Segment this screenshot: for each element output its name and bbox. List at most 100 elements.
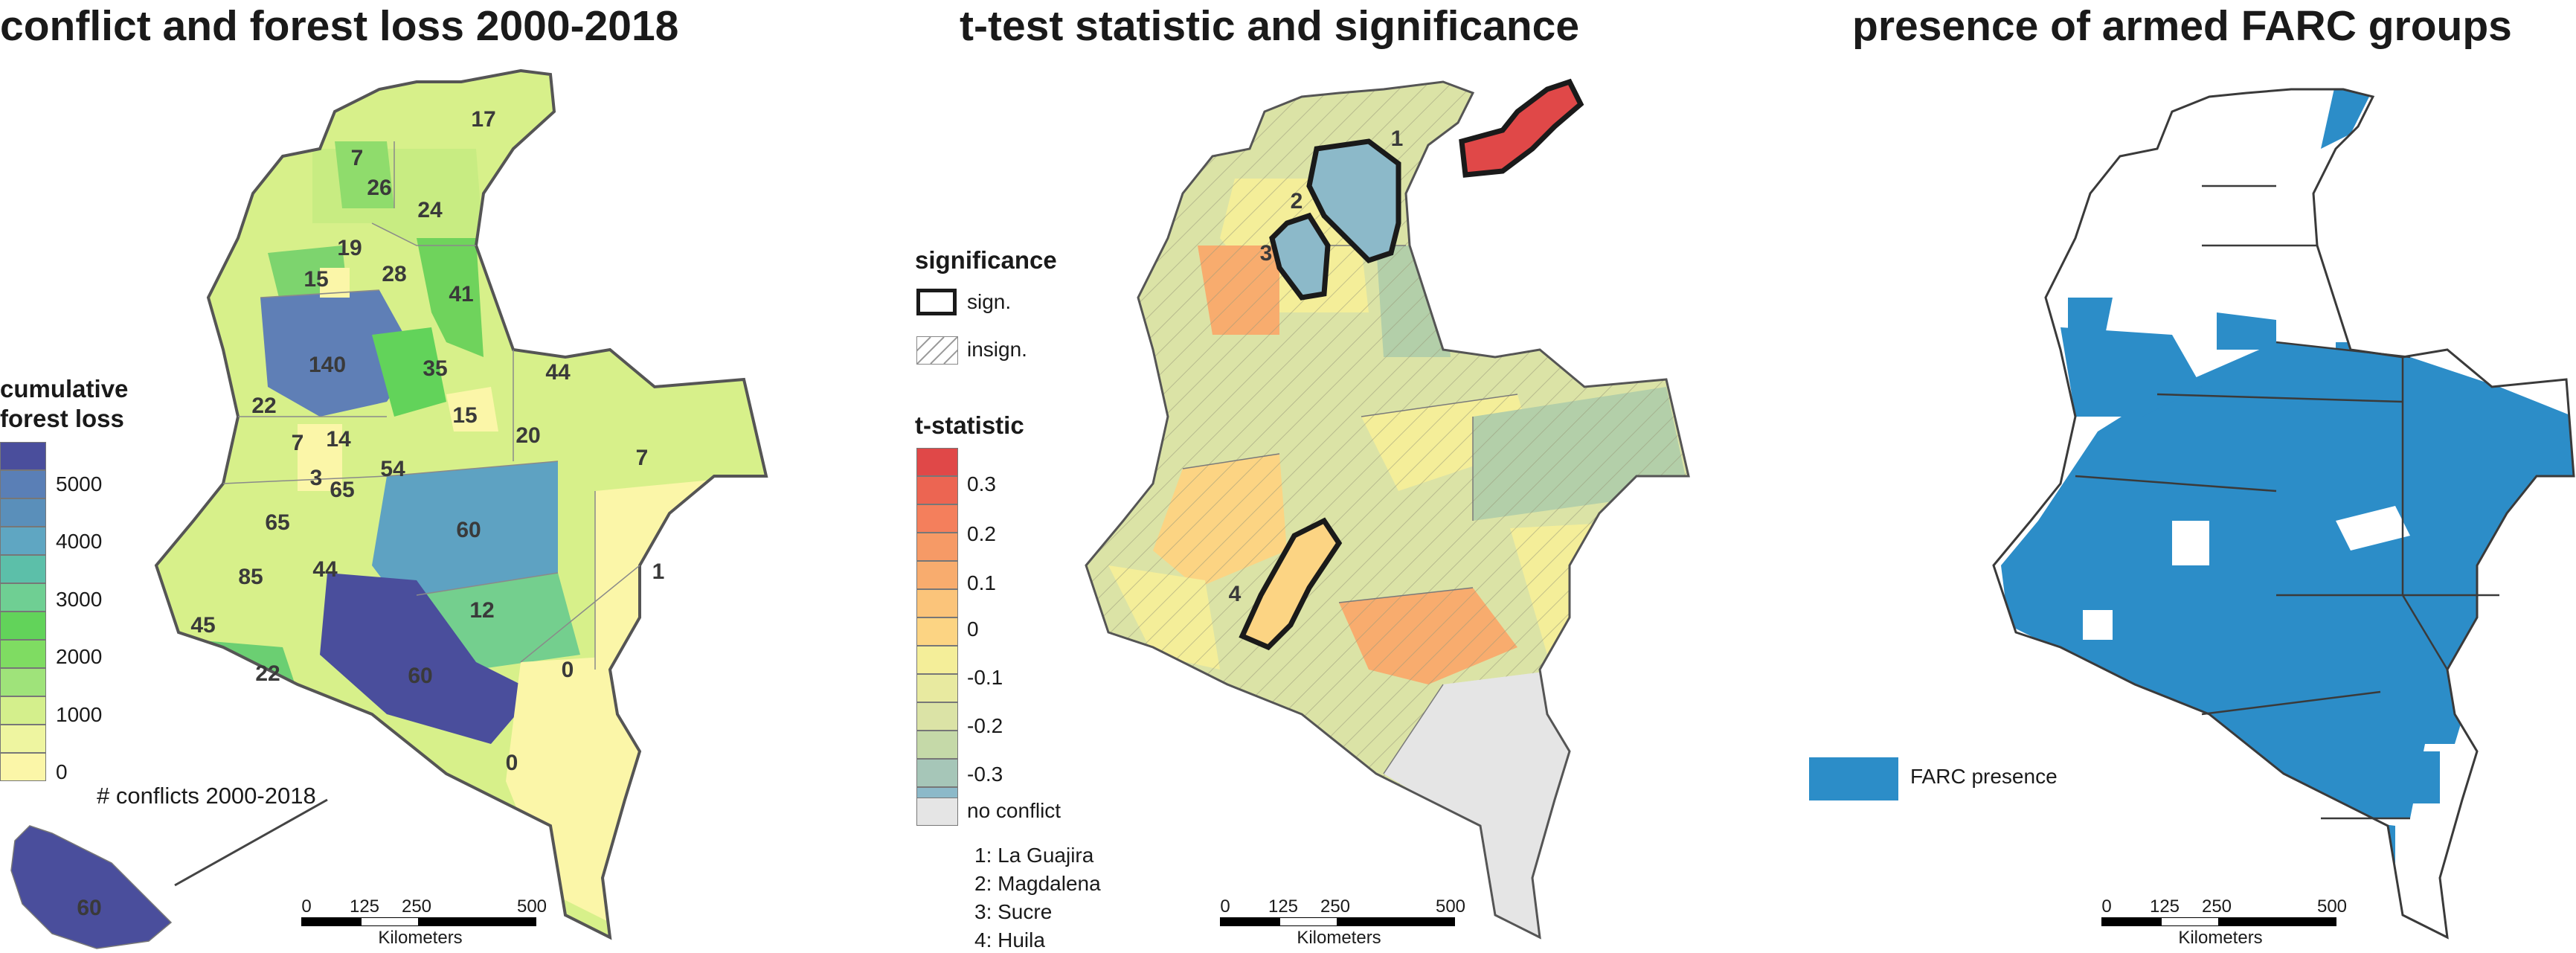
scale-tick: 250 bbox=[1320, 896, 1351, 917]
farc-swatch bbox=[1809, 757, 1898, 800]
conflict-count: 65 bbox=[265, 510, 289, 535]
conflict-count: 15 bbox=[303, 267, 328, 292]
conflict-count: 17 bbox=[471, 107, 495, 132]
insign-label: insign. bbox=[967, 338, 1027, 361]
legend-swatch bbox=[0, 725, 46, 753]
panel1-title: conflict and forest loss 2000-2018 bbox=[0, 2, 679, 50]
conflict-count: 65 bbox=[330, 478, 354, 502]
scale-unit: Kilometers bbox=[1297, 928, 1381, 948]
scale-bar: 0 125 250 500 Kilometers bbox=[2101, 882, 2347, 948]
legend-label: 2000 bbox=[56, 645, 103, 668]
scale-tick: 0 bbox=[1220, 896, 1230, 917]
department-label: 1: La Guajira bbox=[974, 844, 1094, 867]
scale-unit: Kilometers bbox=[2178, 928, 2263, 948]
tstat-tick: 0.2 bbox=[967, 522, 996, 545]
sign-swatch bbox=[916, 289, 957, 315]
legend-swatch bbox=[0, 640, 46, 668]
conflict-count: 60 bbox=[408, 664, 432, 688]
sig-label: 4 bbox=[1229, 582, 1242, 606]
conflict-count: 28 bbox=[382, 262, 406, 286]
region-la-guajira bbox=[1459, 78, 1584, 178]
legend-label: 1000 bbox=[56, 703, 103, 726]
conflict-count: 22 bbox=[255, 661, 280, 686]
tstat-tick: -0.2 bbox=[967, 714, 1003, 737]
farc-label: FARC presence bbox=[1910, 765, 2058, 788]
scale-tick: 125 bbox=[1268, 896, 1299, 917]
conflict-count: 24 bbox=[417, 198, 443, 222]
conflict-count: 35 bbox=[423, 356, 447, 381]
conflict-count: 15 bbox=[452, 403, 477, 428]
insign-swatch bbox=[916, 336, 958, 365]
legend-swatch bbox=[0, 696, 46, 725]
scale-bar: 0 125 250 500 Kilometers bbox=[1220, 882, 1465, 948]
forest-legend-title: cumulative forest loss bbox=[0, 375, 129, 432]
scale-tick: 125 bbox=[2149, 896, 2180, 917]
tstat-tick: 0 bbox=[967, 617, 979, 641]
department-label: 2: Magdalena bbox=[974, 872, 1101, 895]
legend-label: 5000 bbox=[56, 472, 103, 495]
tstat-tick: -0.3 bbox=[967, 763, 1003, 786]
department-label: 3: Sucre bbox=[974, 900, 1053, 923]
conflict-count: 12 bbox=[469, 598, 494, 623]
legend-label: 4000 bbox=[56, 530, 103, 553]
inset-region bbox=[10, 825, 173, 949]
legend-swatch bbox=[0, 498, 46, 527]
legend-swatch bbox=[0, 555, 46, 583]
sig-label: 3 bbox=[1260, 241, 1273, 266]
legend-label: 3000 bbox=[56, 588, 103, 611]
legend-swatch bbox=[0, 668, 46, 696]
conflict-count: 60 bbox=[456, 518, 481, 542]
no-conflict-swatch bbox=[916, 798, 958, 826]
conflict-count: 1 bbox=[652, 559, 665, 584]
legend-label: 0 bbox=[56, 760, 68, 783]
forest-loss-map: 17 7 26 24 19 28 15 41 140 35 44 22 15 2… bbox=[10, 69, 768, 949]
legend-swatch bbox=[0, 442, 46, 470]
region-huila bbox=[1239, 517, 1343, 651]
tstat-tick: 0.3 bbox=[967, 472, 996, 495]
conflict-count: 26 bbox=[367, 176, 391, 200]
legend-swatch bbox=[0, 470, 46, 498]
scale-bar: 0 125 250 500 Kilometers bbox=[301, 882, 547, 948]
no-conflict-label: no conflict bbox=[967, 799, 1061, 822]
conflict-count: 44 bbox=[312, 557, 338, 582]
conflict-note: # conflicts 2000-2018 bbox=[97, 783, 316, 809]
legend-swatch bbox=[0, 527, 46, 555]
legend-swatch bbox=[0, 612, 46, 640]
conflict-count: 0 bbox=[506, 751, 518, 775]
conflict-count: 20 bbox=[515, 423, 540, 448]
scale-tick: 250 bbox=[401, 896, 432, 917]
sig-label: 1 bbox=[1391, 126, 1404, 151]
significance-legend-title: significance bbox=[915, 246, 1057, 274]
scale-tick: 500 bbox=[1435, 896, 1466, 917]
conflict-count: 19 bbox=[337, 236, 362, 260]
t-statistic-map: 1 2 3 4 bbox=[1085, 78, 1690, 939]
tstat-tick: -0.1 bbox=[967, 666, 1003, 689]
region-magdalena bbox=[1306, 138, 1401, 264]
conflict-count: 44 bbox=[545, 360, 571, 385]
department-label: 4: Huila bbox=[974, 928, 1045, 952]
sign-label: sign. bbox=[967, 290, 1012, 313]
conflict-count: 7 bbox=[292, 431, 304, 455]
conflict-count: 54 bbox=[380, 457, 405, 481]
tstat-tick: 0.1 bbox=[967, 571, 996, 594]
conflict-count: 7 bbox=[351, 146, 364, 170]
t-statistic-legend-title: t-statistic bbox=[915, 411, 1024, 439]
conflict-count: 45 bbox=[190, 613, 215, 638]
scale-unit: Kilometers bbox=[378, 928, 463, 948]
conflict-count: 3 bbox=[310, 466, 323, 490]
legend-swatch bbox=[0, 583, 46, 612]
scale-tick: 500 bbox=[2316, 896, 2348, 917]
scale-tick: 125 bbox=[349, 896, 380, 917]
conflict-count: 85 bbox=[238, 565, 263, 589]
conflict-count: 140 bbox=[309, 353, 346, 377]
scale-tick: 500 bbox=[516, 896, 547, 917]
conflict-count: 41 bbox=[449, 282, 473, 307]
scale-tick: 0 bbox=[301, 896, 312, 917]
scale-tick: 0 bbox=[2101, 896, 2112, 917]
scale-tick: 250 bbox=[2201, 896, 2232, 917]
conflict-count: 14 bbox=[326, 427, 351, 452]
panel3-title: presence of armed FARC groups bbox=[1852, 2, 2512, 50]
conflict-count: 7 bbox=[636, 446, 649, 470]
region-sucre bbox=[1269, 212, 1331, 301]
inset-value: 60 bbox=[77, 896, 101, 920]
